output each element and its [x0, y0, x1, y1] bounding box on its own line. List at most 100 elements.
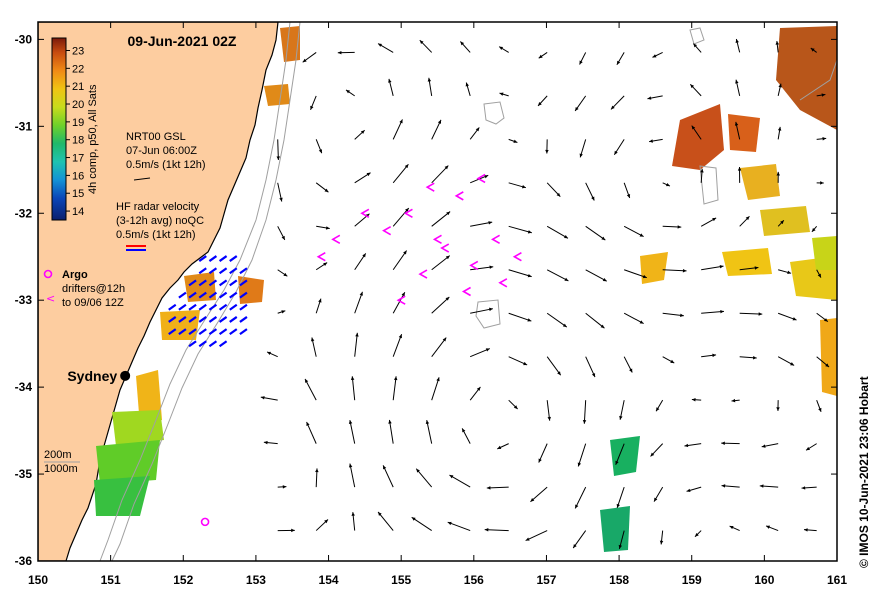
argo-legend-label: Argo [62, 269, 88, 281]
velocity-arrow [431, 255, 451, 271]
hf-radar-vector [208, 279, 218, 287]
velocity-arrow [574, 486, 587, 509]
velocity-arrow-head [323, 262, 328, 267]
velocity-arrow [623, 225, 644, 238]
hf-radar-vector [218, 340, 228, 348]
velocity-arrow-head [488, 221, 493, 225]
velocity-arrow-head [759, 484, 764, 488]
y-tick-label: -36 [15, 554, 33, 568]
velocity-arrow-head [324, 188, 329, 193]
velocity-arrow-head [775, 41, 779, 45]
x-tick-label: 157 [536, 573, 556, 587]
velocity-arrow-head [318, 298, 322, 303]
velocity-arrow-head [737, 166, 742, 171]
colorbar-tick-label: 17 [72, 153, 84, 165]
velocity-arrow-head [790, 362, 795, 366]
velocity-arrow-head [315, 468, 319, 473]
hf-radar-vector [208, 255, 218, 262]
gsl-legend-line3: 0.5m/s (1kt 12h) [126, 159, 205, 171]
hf-radar-vector [239, 303, 248, 311]
velocity-arrow-head [776, 407, 780, 411]
velocity-arrow-head [318, 149, 323, 154]
velocity-arrow-head [324, 519, 329, 524]
hf-radar-vector [168, 303, 177, 311]
velocity-arrow-head [346, 89, 350, 94]
velocity-arrow [616, 486, 625, 508]
velocity-arrow-head [283, 272, 288, 277]
hf-radar-vector [239, 279, 248, 287]
velocity-arrow-head [823, 318, 828, 322]
velocity-arrow-head [792, 317, 797, 321]
hf-radar-vector [178, 316, 187, 323]
velocity-arrow-head [680, 313, 684, 318]
velocity-arrow-head [615, 460, 619, 465]
velocity-arrow-head [806, 446, 811, 451]
velocity-arrow-head [575, 504, 579, 509]
hf-radar-vector [218, 255, 228, 262]
hf-radar-vector [239, 328, 248, 335]
velocity-arrow-head [817, 273, 821, 278]
velocity-arrow-head [416, 468, 420, 473]
velocity-arrow-head [610, 105, 615, 110]
colorbar-tick-label: 22 [72, 63, 84, 75]
colorbar: 23 22 21 20 19 18 17 16 15 14 4h comp, p50, All S… [51, 37, 99, 221]
hf-radar-vector [229, 316, 238, 323]
velocity-arrow-head [616, 60, 621, 65]
velocity-arrow-head [761, 444, 766, 448]
velocity-arrow [349, 420, 356, 444]
y-tick-label: -32 [15, 206, 33, 220]
y-tick-label: -33 [15, 293, 33, 307]
drifter-marker [440, 243, 450, 253]
velocity-arrow [354, 291, 363, 314]
velocity-arrow-head [712, 353, 717, 358]
drifter-legend: < drifters@12h to 09/06 12Z [46, 283, 125, 309]
x-tick-label: 153 [246, 573, 266, 587]
velocity-arrow-head [650, 452, 655, 457]
drifter-marker [454, 191, 464, 201]
velocity-arrow [431, 337, 447, 358]
hf-radar-vector [198, 291, 207, 299]
velocity-arrow [546, 312, 568, 328]
velocity-arrow-head [639, 320, 644, 324]
velocity-arrow-head [556, 192, 561, 197]
velocity-arrow [583, 400, 587, 424]
land-mass [38, 22, 279, 561]
drifter-marker [425, 182, 435, 192]
hf-radar-vector [198, 316, 207, 323]
velocity-arrow-head [486, 486, 491, 490]
velocity-arrow [546, 225, 569, 239]
velocity-arrow-head [752, 355, 757, 360]
velocity-arrow-head [600, 324, 605, 329]
velocity-arrow-head [513, 405, 518, 410]
x-tick-label: 160 [754, 573, 774, 587]
velocity-arrow-head [616, 503, 620, 508]
velocity-arrow-head [735, 39, 739, 43]
x-tick-label: 150 [28, 573, 48, 587]
velocity-arrow-head [444, 165, 449, 170]
colorbar-tick-label: 15 [72, 188, 84, 200]
x-tick-label: 152 [173, 573, 193, 587]
velocity-arrow-head [682, 269, 687, 273]
velocity-arrow-head [484, 528, 489, 532]
velocity-arrow [431, 377, 440, 401]
x-tick-label: 155 [391, 573, 411, 587]
drifter-tracks [316, 173, 522, 305]
velocity-arrow-head [734, 121, 739, 126]
velocity-arrow [623, 312, 644, 325]
hf-legend-line3: 0.5m/s (1kt 12h) [116, 229, 195, 241]
velocity-arrow-head [393, 376, 398, 381]
velocity-arrow [530, 486, 548, 503]
velocity-arrow-head [427, 77, 432, 82]
drifter-marker [360, 208, 370, 218]
velocity-arrow-head [362, 253, 366, 258]
velocity-arrow-head [591, 196, 595, 201]
drifter-marker [498, 278, 508, 288]
velocity-arrow-head [642, 274, 647, 279]
velocity-arrow-head [499, 46, 504, 50]
velocity-arrow-head [820, 181, 824, 185]
velocity-arrow-head [538, 458, 542, 463]
velocity-arrow [484, 529, 509, 532]
hf-radar-vector [198, 328, 207, 335]
hf-radar-vector [188, 316, 197, 323]
argo-legend-symbol [43, 269, 53, 279]
